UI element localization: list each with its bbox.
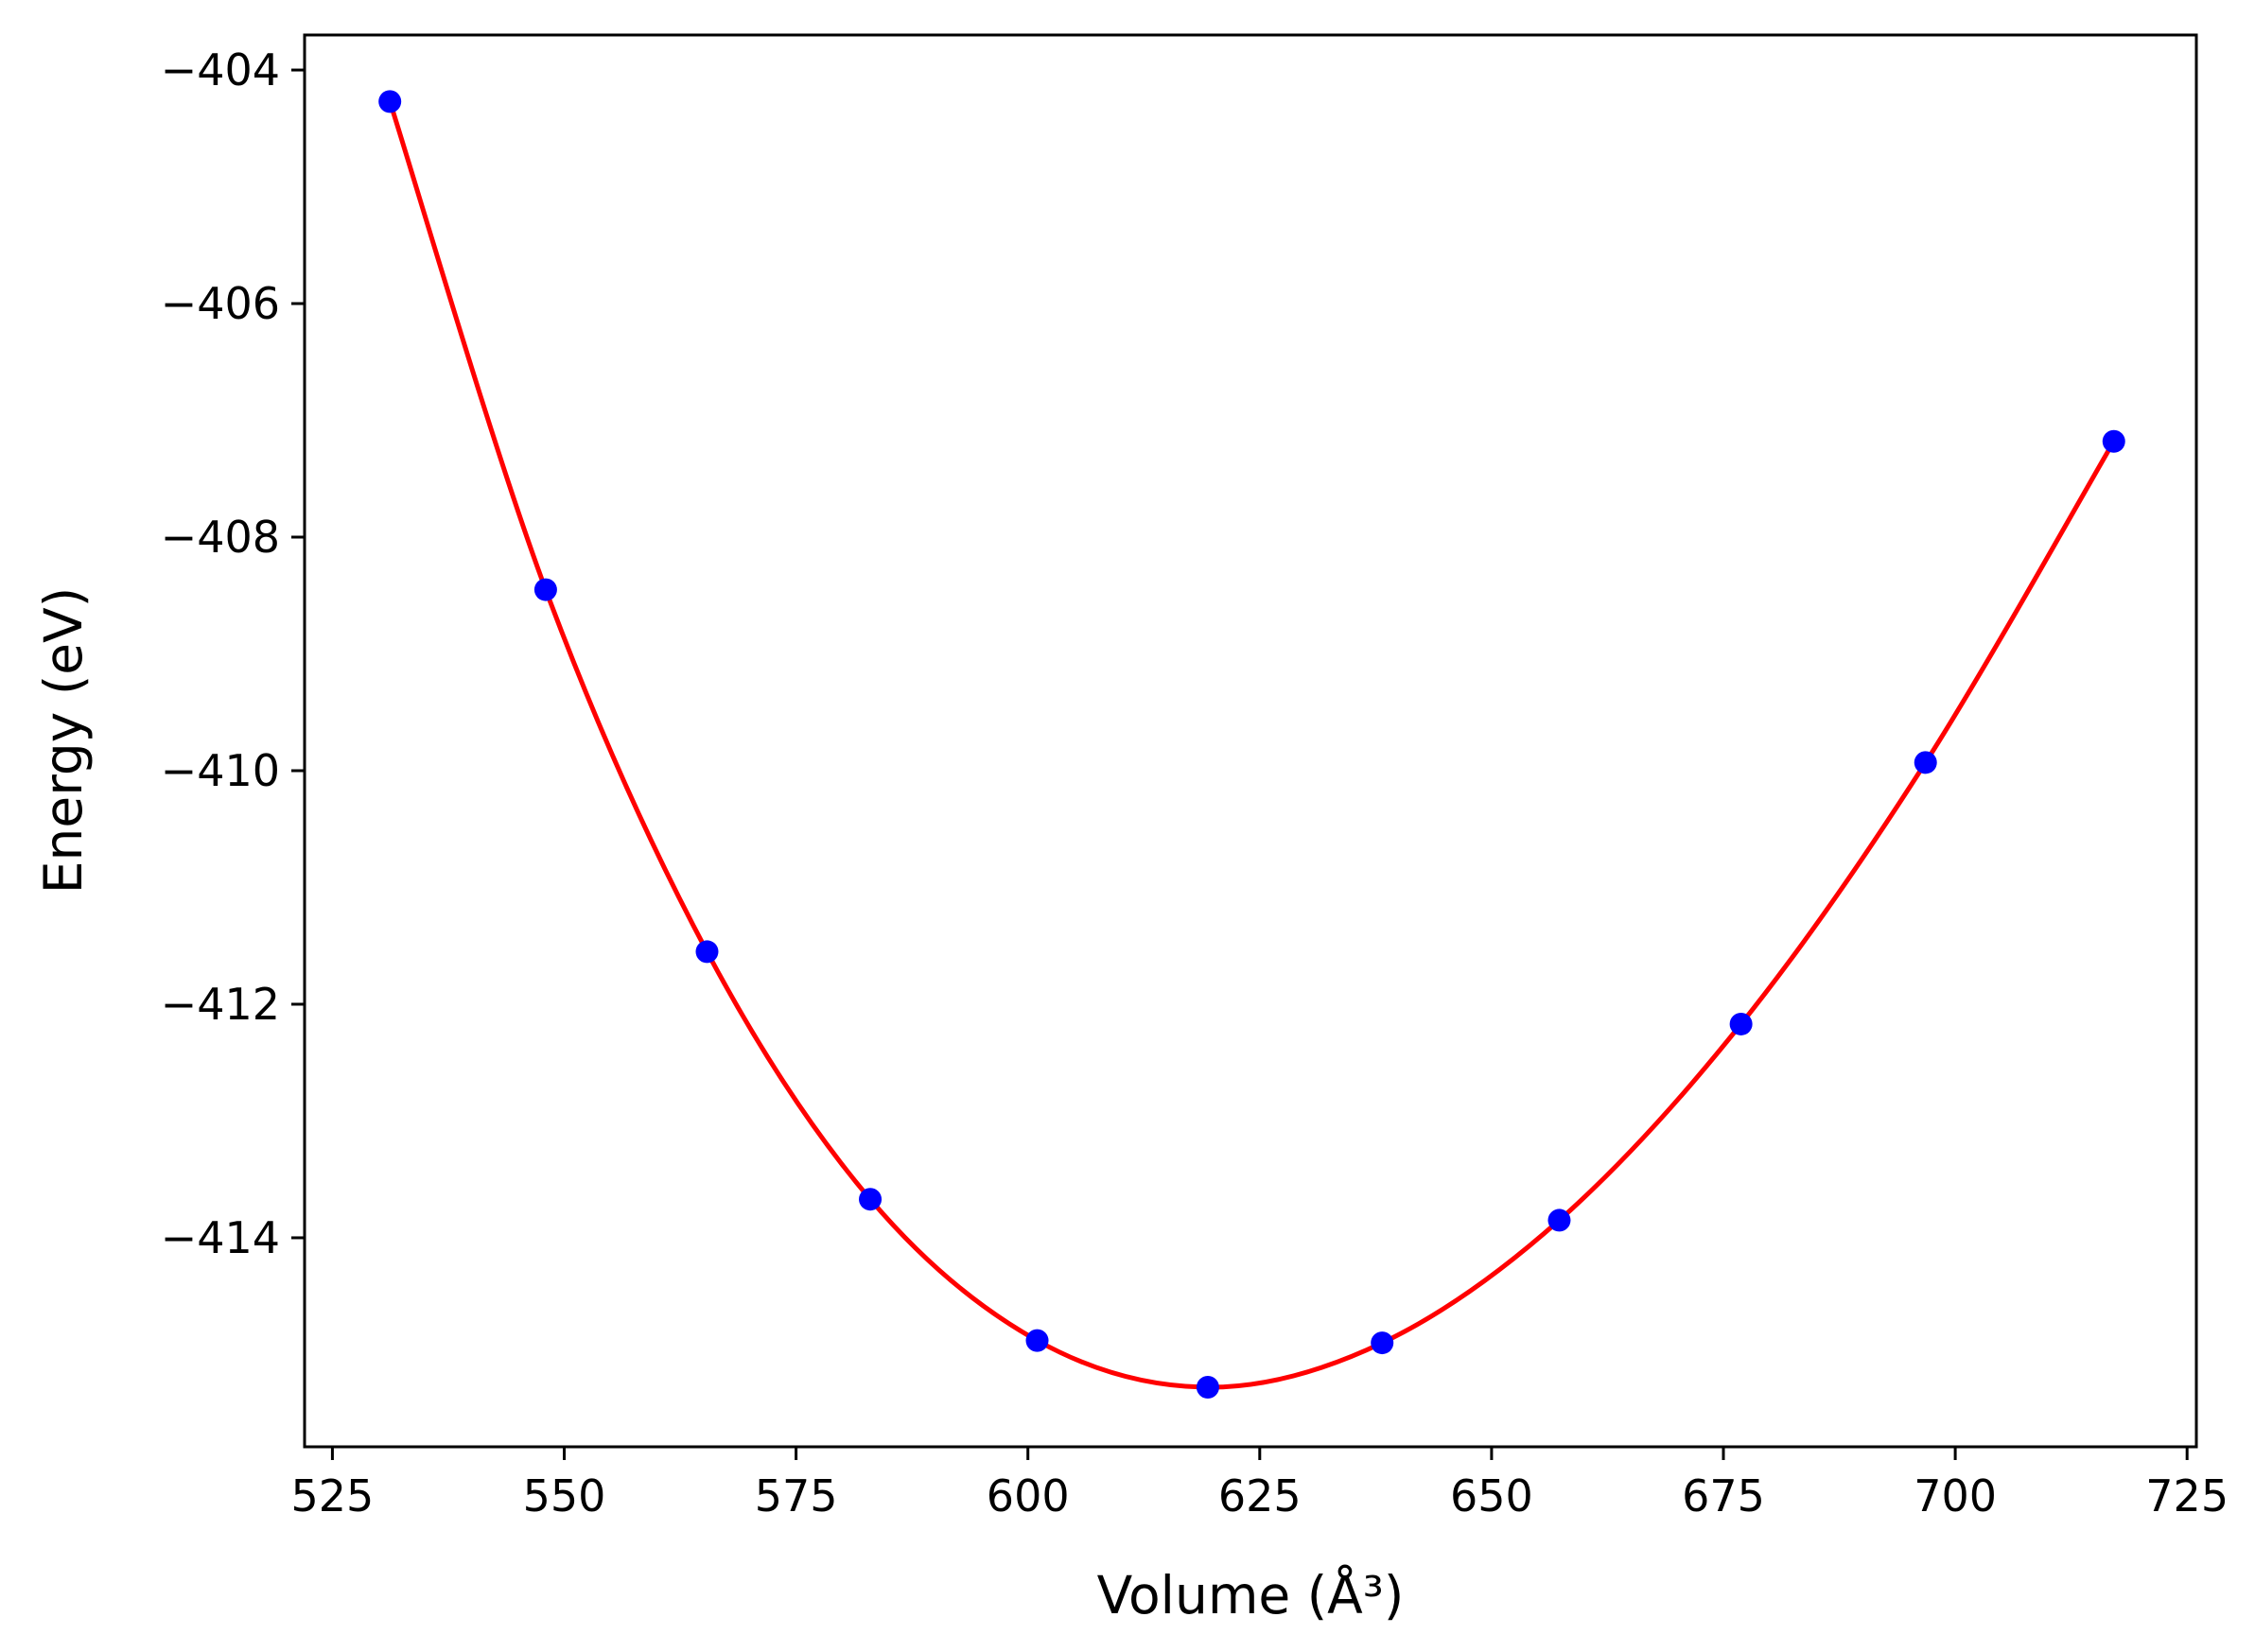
y-tick-label: −404: [161, 44, 280, 96]
x-tick-label: 700: [1914, 1470, 1997, 1522]
data-point: [1196, 1376, 1219, 1400]
data-point: [1547, 1209, 1571, 1232]
y-axis: −404 −406 −408 −410 −412 −414: [161, 44, 305, 1263]
data-point: [1914, 751, 1937, 774]
data-point: [859, 1188, 883, 1211]
y-tick-label: −406: [161, 278, 280, 329]
plot-frame: [303, 33, 2198, 1449]
data-point: [1025, 1329, 1049, 1352]
data-point: [378, 90, 402, 113]
data-point: [1371, 1331, 1394, 1355]
data-point: [2102, 429, 2125, 453]
y-tick-label: −408: [161, 512, 280, 563]
y-axis-label: Energy (eV): [33, 587, 94, 894]
data-point: [533, 578, 557, 601]
data-point: [1729, 1012, 1753, 1035]
data-point: [695, 940, 719, 964]
x-tick-label: 550: [523, 1470, 606, 1522]
y-tick-label: −414: [161, 1212, 280, 1263]
fit-curve-layer: [387, 100, 2116, 1390]
x-tick-label: 575: [755, 1470, 838, 1522]
x-axis: 525 550 575 600 625 650 675 700 725: [291, 1447, 2229, 1522]
data-points-layer: [378, 90, 2125, 1400]
x-tick-label: 525: [291, 1470, 375, 1522]
x-tick-label: 600: [987, 1470, 1070, 1522]
x-tick-label: 675: [1682, 1470, 1765, 1522]
x-tick-label: 725: [2145, 1470, 2229, 1522]
x-tick-label: 650: [1450, 1470, 1533, 1522]
y-tick-label: −412: [161, 979, 280, 1030]
x-axis-label: Volume (Å³): [1097, 1564, 1405, 1626]
fit-curve: [387, 100, 2116, 1390]
y-tick-label: −410: [161, 745, 280, 796]
x-tick-label: 625: [1218, 1470, 1302, 1522]
